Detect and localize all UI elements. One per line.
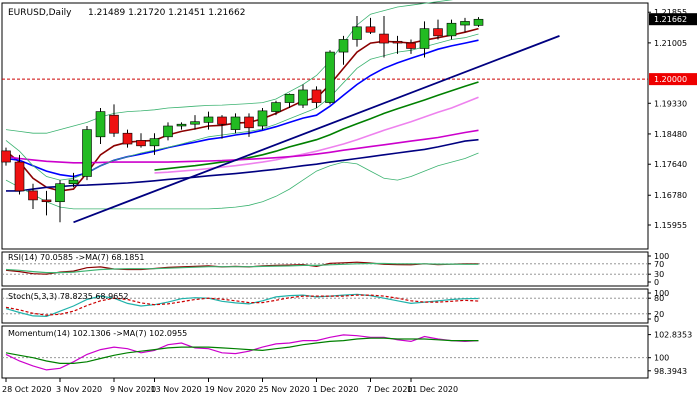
stoch-tick-label: 20: [654, 310, 664, 319]
x-tick-label: 3 Nov 2020: [56, 385, 102, 394]
moving-averages: [5, 0, 560, 224]
rsi-header: RSI(14) 70.0585 ->MA(7) 68.1851: [8, 253, 145, 262]
ohlc-readout: 1.21489 1.21720 1.21451 1.21662: [88, 8, 245, 18]
indicator-lines: [5, 261, 479, 371]
candle-bear: [406, 42, 416, 49]
x-tick-label: 19 Nov 2020: [205, 385, 256, 394]
candle-bull: [190, 121, 200, 125]
candle-bear: [109, 114, 119, 134]
level-badge-label: 1.20000: [654, 75, 687, 84]
y-tick-label: 1.21005: [654, 39, 687, 48]
candle-bull: [230, 116, 241, 130]
candle-bull: [82, 129, 92, 177]
panel-frame-stoch: [1, 288, 649, 324]
candle-bull: [460, 21, 470, 26]
chart-frames: [1, 2, 649, 379]
candle-bear: [392, 40, 403, 44]
y-tick-label: 1.15955: [654, 221, 687, 230]
rsi-series-line: [5, 262, 479, 274]
candle-bull: [298, 89, 308, 106]
ma-line: [154, 96, 479, 174]
candle-bear: [41, 199, 52, 203]
x-tick-label: 11 Dec 2020: [407, 385, 458, 394]
momentum-header: Momentum(14) 102.1306 ->MA(7) 102.0955: [8, 329, 187, 338]
candle-bull: [257, 110, 268, 127]
candle-bull: [446, 22, 457, 37]
candle-bear: [365, 26, 376, 33]
candle-bear: [1, 150, 11, 163]
candle-bull: [473, 18, 484, 26]
candle-bull: [284, 93, 295, 103]
axis-labels: 1.21855 1.21005 1.19330 1.18480 1.17640 1.167…: [2, 8, 697, 394]
panel-frame-main: [1, 2, 649, 250]
candle-bear: [379, 33, 389, 44]
rsi-tick-label: 30: [654, 270, 664, 279]
x-tick-label: 13 Nov 2020: [151, 385, 202, 394]
x-tick-label: 1 Dec 2020: [313, 385, 359, 394]
stoch-series-line: [5, 294, 479, 316]
x-tick-label: 28 Oct 2020: [2, 385, 51, 394]
price-badge: [649, 13, 697, 26]
candle-bull: [176, 123, 187, 127]
main-title: EURUSD,Daily: [8, 8, 72, 18]
candle-bull: [149, 138, 160, 147]
stoch-header: Stoch(5,3,3) 78.8235 68.9652: [8, 292, 128, 301]
candle-bear: [136, 140, 146, 147]
ma-line: [5, 27, 479, 192]
trendline: [73, 35, 560, 224]
indicator-levels: [2, 78, 648, 359]
candle-bull: [163, 125, 173, 138]
stoch-tick-label: 80: [654, 294, 664, 303]
candle-bull: [325, 51, 335, 103]
rsi-tick-label: 0: [654, 278, 659, 287]
ma-line: [5, 39, 479, 178]
level-badge: [649, 73, 697, 86]
candle-bull: [419, 28, 430, 49]
price-badge-label: 1.21662: [654, 15, 687, 24]
y-tick-label: 1.16780: [654, 191, 687, 200]
x-tick-label: 9 Nov 2020: [110, 385, 156, 394]
momentum-series-line: [5, 334, 479, 371]
candle-bear: [244, 116, 254, 129]
momentum-tick-label: 100: [654, 354, 669, 363]
momentum-tick-label: 98.3943: [654, 367, 687, 376]
candle-bull: [203, 116, 214, 123]
y-tick-label: 1.19330: [654, 99, 687, 108]
panel-frame-rsi: [1, 251, 649, 287]
momentum-tick-label: 102.8353: [654, 331, 692, 340]
x-tick-label: 7 Dec 2020: [367, 385, 413, 394]
candle-bear: [433, 28, 443, 37]
candle-bull: [271, 102, 281, 112]
candle-bear: [217, 116, 227, 125]
panel-frame-momentum: [1, 325, 649, 379]
candle-bull: [68, 179, 79, 184]
stoch-series-line: [5, 293, 479, 318]
candle-bear: [311, 89, 322, 103]
y-tick-label: 1.17640: [654, 160, 687, 169]
candle-bear: [14, 161, 25, 192]
candle-bull: [95, 111, 106, 138]
stoch-tick-label: 100: [654, 289, 669, 298]
candle-bull: [55, 183, 65, 203]
ma-line: [5, 0, 454, 134]
candle-bull: [352, 26, 362, 40]
ma-line: [154, 81, 479, 171]
x-tick-label: 25 Nov 2020: [259, 385, 310, 394]
rsi-tick-label: 70: [654, 260, 664, 269]
ma-line: [5, 152, 479, 210]
candle-bull: [338, 39, 349, 53]
candle-bear: [28, 190, 38, 201]
y-tick-label: 1.18480: [654, 130, 687, 139]
momentum-series-line: [5, 337, 479, 364]
rsi-tick-label: 100: [654, 252, 669, 261]
candles: [1, 16, 484, 223]
y-tick-label: 1.21855: [654, 8, 687, 17]
candle-bear: [122, 132, 133, 145]
stoch-tick-label: 0: [654, 315, 659, 324]
ma-line: [6, 138, 479, 192]
